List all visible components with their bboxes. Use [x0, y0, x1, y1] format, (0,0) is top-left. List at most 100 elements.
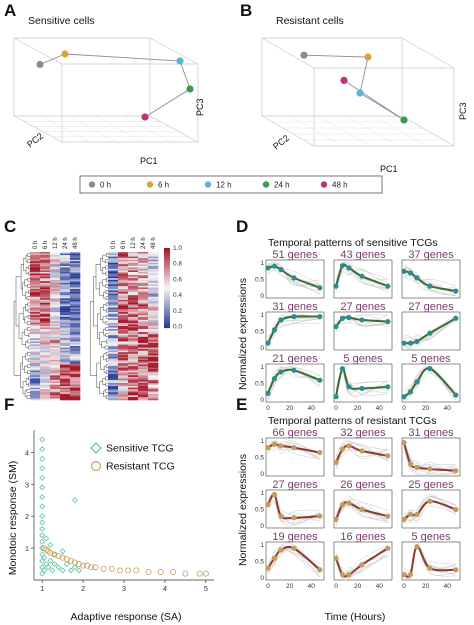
panel-f-sensitive-point-28: [71, 564, 78, 571]
heatmap-left-cell-0-0: [30, 252, 41, 254]
heatmap-left-cell-91-3: [60, 392, 71, 395]
panel-e-point-3-3: [291, 515, 297, 521]
panel-e-point-0-0: [265, 445, 271, 451]
heatmap-left-cell-81-4: [70, 376, 81, 379]
heatmap-left-cell-25-2: [50, 290, 61, 293]
panel-f-sensitive-point-20: [45, 564, 52, 571]
heatmap-right-cell-72-0: [108, 363, 119, 365]
heatmap-right-cell-12-2: [128, 270, 139, 273]
panel-e-xtick-7-20: 20: [354, 583, 362, 590]
heatmap-right-cell-40-3: [138, 313, 149, 316]
heatmap-right-cell-26-2: [128, 292, 139, 294]
heatmap-left-cell-78-1: [40, 372, 51, 375]
heatmap-right-cell-93-1: [118, 395, 129, 398]
panel-e-point-1-2: [346, 443, 352, 449]
heatmap-left-cell-66-0: [30, 353, 41, 356]
colorbar-step-11: [164, 270, 170, 273]
heatmap-right-cell-59-3: [138, 342, 149, 345]
heatmap-right-cell-29-1: [118, 296, 129, 299]
heatmap-left-cell-3-1: [40, 256, 51, 259]
heatmap-right-cell-50-0: [108, 329, 119, 331]
heatmap-right-cell-12-3: [138, 270, 149, 273]
heatmap-right-cell-14-0: [108, 273, 119, 276]
heatmap-left-cell-5-0: [30, 259, 41, 262]
heatmap-right-cell-70-1: [118, 359, 129, 362]
heatmap-left-cell-58-1: [40, 341, 51, 344]
panel-e-point-8-0: [401, 572, 407, 578]
heatmap-right-cell-8-3: [138, 264, 149, 267]
heatmap-left-cell-9-4: [70, 265, 81, 268]
panel-d-ytick-6-1: 1: [260, 364, 264, 371]
heatmap-left-cell-85-1: [40, 383, 51, 385]
heatmap-right-cell-55-4: [148, 336, 159, 339]
heatmap-left-cell-83-3: [60, 379, 71, 382]
panel-f-sensitive-point-18: [41, 554, 48, 561]
heatmap-right-cell-9-2: [128, 265, 139, 268]
heatmap-right-cell-67-2: [128, 355, 139, 358]
panel-d-point-6-1: [271, 375, 278, 382]
heatmap-right-cell-33-2: [128, 302, 139, 305]
panel-f-resistant-point-24: [196, 570, 203, 577]
heatmap-right-cell-23-4: [148, 287, 159, 290]
panel-e-xtick-8-20: 20: [422, 583, 430, 590]
panel-e-label-2: 31 genes: [408, 427, 454, 439]
heatmap-right-cell-92-2: [128, 393, 139, 396]
heatmap-left-cell-80-2: [50, 375, 61, 378]
dendro-right-branch-0-38: [106, 370, 108, 375]
panel-d-ytick-6-0.5: 0.5: [255, 381, 264, 388]
heatmap-right-cell-88-3: [138, 387, 149, 390]
heatmap-right-cell-47-1: [118, 324, 129, 327]
heatmap-left-cell-39-4: [70, 312, 81, 314]
heatmap-right-cell-65-1: [118, 352, 129, 355]
heatmap-right-cell-89-1: [118, 389, 129, 392]
heatmap-left-cell-43-3: [60, 318, 71, 321]
panel-d-ytick-6-0: 0: [260, 397, 264, 404]
heatmap-left-cell-75-1: [40, 367, 51, 370]
heatmap-left-cell-79-2: [50, 373, 61, 376]
heatmap-left-cell-62-1: [40, 347, 51, 350]
heatmap-right-cell-80-2: [128, 375, 139, 378]
panel-d-gene-curve-4-5: [335, 321, 388, 326]
heatmap-right-cell-60-4: [148, 344, 159, 347]
box-b-edge-10: [401, 115, 455, 147]
panel-letter-f: F: [4, 395, 14, 414]
heatmap-left-cell-58-3: [60, 341, 71, 344]
panel-d-label-4: 27 genes: [340, 301, 386, 313]
dendro-left-branch-0-4: [28, 265, 30, 270]
heatmap-left-cell-21-0: [30, 284, 41, 287]
heatmap-left-cell-83-1: [40, 379, 51, 382]
heatmap-right-cell-29-0: [108, 296, 119, 299]
panel-d-gene-curve-7-8: [335, 373, 388, 399]
heatmap-left-cell-46-4: [70, 322, 81, 325]
panel-f-ytick-4: 4: [25, 448, 29, 457]
heatmap-left-cell-44-0: [30, 319, 41, 322]
heatmap-left-cell-33-2: [50, 302, 61, 305]
heatmap-right-cell-17-3: [138, 278, 149, 281]
heatmap-right-cell-85-1: [118, 383, 129, 385]
colorbar-step-28: [164, 304, 170, 307]
panel-e-point-7-1: [339, 572, 346, 578]
traj-b-point-2: [356, 89, 364, 97]
heatmap-left-cell-68-1: [40, 356, 51, 359]
heatmap-right-cell-53-2: [128, 333, 139, 336]
heatmap-right-cell-34-0: [108, 304, 119, 307]
panel-f-sensitive-point-35: [71, 497, 78, 504]
heatmap-left-cell-33-1: [40, 302, 51, 305]
heatmap-right-cell-9-0: [108, 265, 119, 268]
heatmap-right-cell-93-4: [148, 395, 159, 398]
heatmap-right-cell-88-0: [108, 387, 119, 390]
panel-d-point-3-2: [278, 317, 284, 323]
panel-d-point-1-4: [385, 283, 391, 289]
heatmap-right-cell-72-3: [138, 363, 149, 365]
panel-d-point-7-2: [346, 384, 352, 390]
colorbar-step-20: [164, 288, 170, 291]
dendro-left-branch-1-22: [24, 390, 27, 398]
heatmap-right-cell-80-0: [108, 375, 119, 378]
heatmap-left-cell-87-2: [50, 386, 61, 388]
heatmap-left-cell-17-1: [40, 278, 51, 281]
heatmap-left-cell-71-3: [60, 361, 71, 364]
heatmap-left-cell-63-2: [50, 349, 61, 351]
heatmap-left-cell-67-2: [50, 355, 61, 358]
heatmap-right-cell-60-0: [108, 344, 119, 347]
heatmap-left-cell-12-4: [70, 270, 81, 273]
